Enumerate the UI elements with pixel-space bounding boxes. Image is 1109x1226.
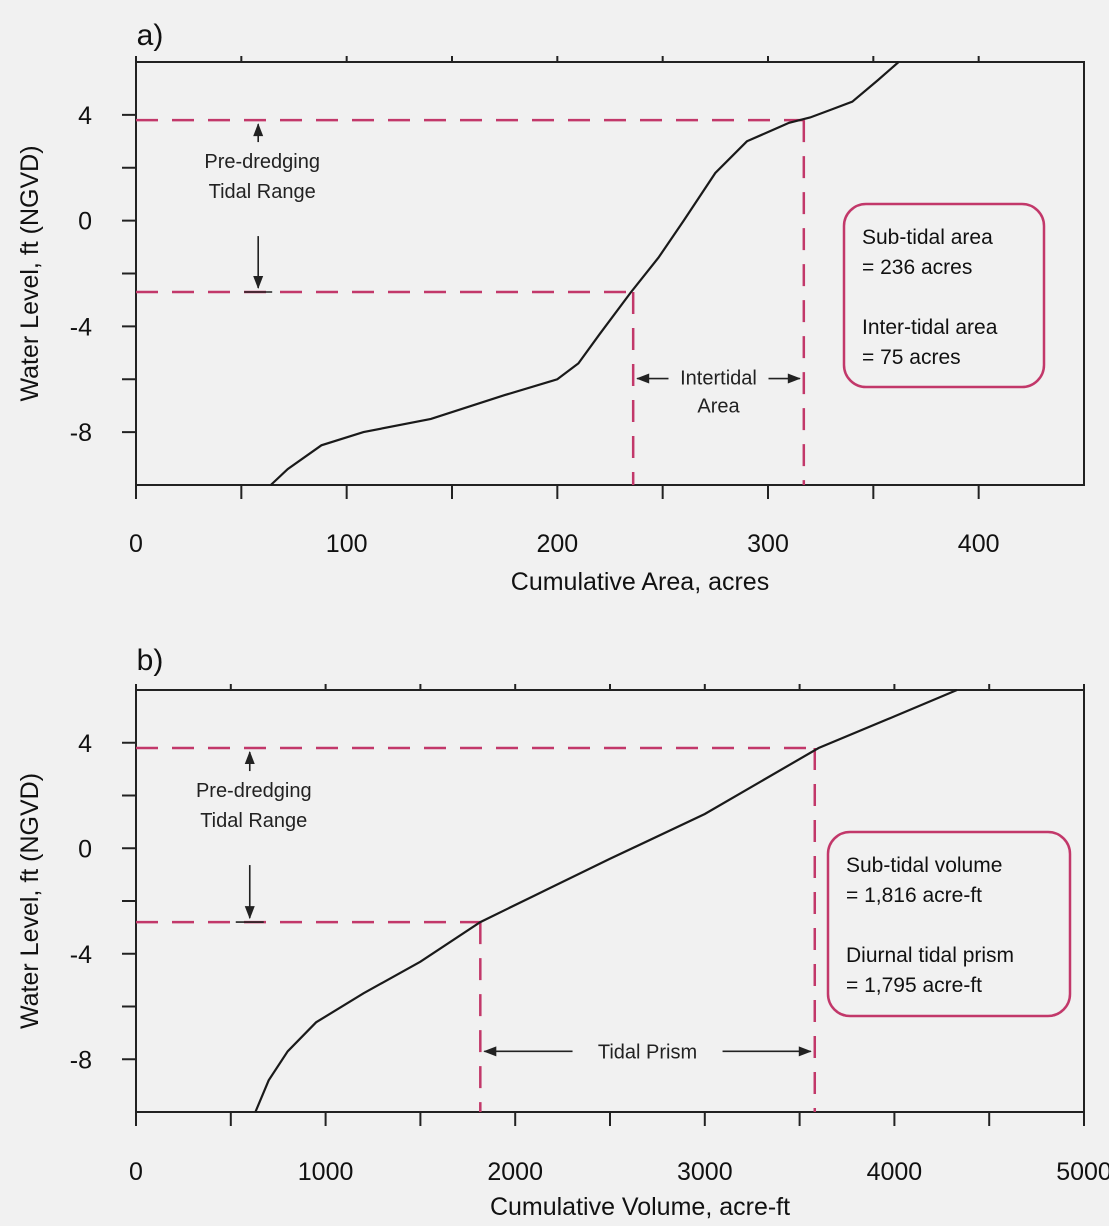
between-label: Tidal Prism (598, 1041, 697, 1063)
range-label: Tidal Range (209, 181, 316, 203)
x-axis-label: Cumulative Volume, acre-ft (490, 1193, 790, 1221)
x-tick-label: 2000 (487, 1158, 543, 1186)
x-tick-label: 400 (958, 530, 1000, 558)
summary-line: Sub-tidal volume (846, 854, 1002, 877)
x-tick-label: 0 (129, 530, 143, 558)
x-tick-label: 1000 (298, 1158, 354, 1186)
range-label: Pre-dredging (196, 780, 312, 802)
between-arrowhead-right (787, 373, 801, 384)
summary-line: = 236 acres (862, 256, 972, 279)
summary-line: = 1,816 acre-ft (846, 884, 982, 907)
y-tick-label: -8 (70, 1046, 92, 1074)
range-arrowhead-down (244, 906, 255, 920)
between-arrowhead-left (483, 1046, 497, 1057)
y-axis-label: Water Level, ft (NGVD) (16, 145, 44, 401)
between-label: Intertidal (680, 368, 757, 390)
x-tick-label: 4000 (867, 1158, 923, 1186)
summary-line: Inter-tidal area (862, 316, 998, 339)
y-tick-label: -4 (70, 941, 92, 969)
range-label: Tidal Range (200, 810, 307, 832)
between-arrowhead-right (798, 1046, 812, 1057)
y-tick-label: -4 (70, 313, 92, 341)
range-arrowhead-down (253, 276, 264, 290)
panel-label: b) (137, 644, 164, 677)
x-tick-label: 300 (747, 530, 789, 558)
summary-line: Diurnal tidal prism (846, 944, 1014, 967)
x-tick-label: 100 (326, 530, 368, 558)
x-tick-label: 5000 (1056, 1158, 1109, 1186)
x-tick-label: 0 (129, 1158, 143, 1186)
range-arrowhead-up (244, 751, 255, 765)
hypsometric-curve (270, 61, 900, 486)
summary-line: Sub-tidal area (862, 226, 993, 249)
x-axis-label: Cumulative Area, acres (511, 568, 769, 596)
y-tick-label: 4 (78, 730, 92, 758)
range-label: Pre-dredging (204, 151, 320, 173)
between-arrowhead-left (636, 373, 650, 384)
x-tick-label: 200 (536, 530, 578, 558)
y-tick-label: 0 (78, 835, 92, 863)
y-tick-label: -8 (70, 419, 92, 447)
panel-label: a) (137, 19, 164, 52)
summary-box (826, 830, 1072, 1018)
between-label: Area (697, 396, 740, 418)
x-tick-label: 3000 (677, 1158, 733, 1186)
summary-line: = 75 acres (862, 346, 961, 369)
y-tick-label: 4 (78, 102, 92, 130)
y-axis-label: Water Level, ft (NGVD) (16, 773, 44, 1029)
y-tick-label: 0 (78, 208, 92, 236)
summary-box (842, 202, 1046, 389)
range-arrowhead-up (253, 123, 264, 137)
hypsometric-curve (254, 688, 958, 1113)
summary-line: = 1,795 acre-ft (846, 974, 982, 997)
